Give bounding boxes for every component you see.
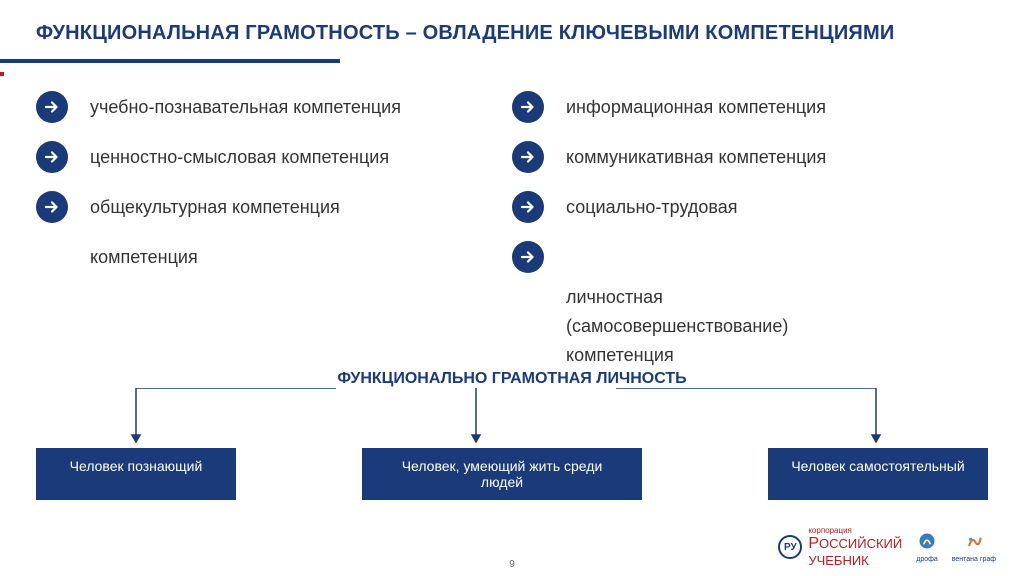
publisher-logo: РУ корпорация РОССИЙСКИЙ УЧЕБНИК bbox=[778, 526, 902, 568]
list-item: социально-трудовая bbox=[512, 191, 988, 223]
mini-logo-ventana: вентана граф bbox=[952, 531, 996, 563]
logo-brand: РОССИЙСКИЙ bbox=[808, 535, 902, 553]
list-item: ценностно-смысловая компетенция bbox=[36, 141, 512, 173]
result-boxes: Человек познающий Человек, умеющий жить … bbox=[36, 448, 988, 500]
list-item: коммуникативная компетенция bbox=[512, 141, 988, 173]
list-item-label: общекультурная компетенция bbox=[90, 197, 340, 218]
list-item bbox=[512, 241, 988, 273]
list-item-label: компетенция bbox=[90, 247, 198, 268]
arrow-right-icon bbox=[512, 91, 544, 123]
arrow-right-icon bbox=[512, 141, 544, 173]
arrow-right-icon bbox=[36, 91, 68, 123]
extra-line: (самосовершенствование) bbox=[566, 312, 988, 341]
connector-lines bbox=[36, 388, 988, 448]
list-item-label: учебно-познавательная компетенция bbox=[90, 97, 401, 118]
list-item: учебно-познавательная компетенция bbox=[36, 91, 512, 123]
list-item-label: коммуникативная компетенция bbox=[566, 147, 826, 168]
accent-dot bbox=[0, 72, 4, 76]
footer: РУ корпорация РОССИЙСКИЙ УЧЕБНИК дрофа в… bbox=[778, 526, 996, 568]
list-item-label: ценностно-смысловая компетенция bbox=[90, 147, 389, 168]
competency-columns: учебно-познавательная компетенция ценнос… bbox=[0, 91, 1024, 369]
arrow-right-icon bbox=[512, 241, 544, 273]
right-column: информационная компетенция коммуникативн… bbox=[512, 91, 988, 369]
extra-line: личностная bbox=[566, 283, 988, 312]
logo-badge-icon: РУ bbox=[778, 535, 802, 559]
arrow-right-icon bbox=[36, 191, 68, 223]
page-number: 9 bbox=[509, 559, 515, 570]
title-underline bbox=[0, 59, 340, 63]
right-extra-text: личностная (самосовершенствование) компе… bbox=[566, 283, 988, 369]
diagram-subtitle: ФУНКЦИОНАЛЬНО ГРАМОТНАЯ ЛИЧНОСТЬ bbox=[0, 370, 1024, 388]
mini-logo-drofa: дрофа bbox=[916, 531, 938, 563]
result-box: Человек познающий bbox=[36, 448, 236, 500]
list-item: общекультурная компетенция bbox=[36, 191, 512, 223]
list-item: информационная компетенция bbox=[512, 91, 988, 123]
list-item-label: социально-трудовая bbox=[566, 197, 738, 218]
arrow-right-icon bbox=[36, 141, 68, 173]
logo-line1: корпорация bbox=[808, 526, 902, 535]
list-item-label: информационная компетенция bbox=[566, 97, 826, 118]
page-title: ФУНКЦИОНАЛЬНАЯ ГРАМОТНОСТЬ – ОВЛАДЕНИЕ К… bbox=[0, 0, 1024, 59]
extra-line: компетенция bbox=[566, 341, 988, 370]
logo-line2: УЧЕБНИК bbox=[808, 553, 902, 568]
list-item: компетенция bbox=[36, 241, 512, 273]
result-box: Человек самостоятельный bbox=[768, 448, 988, 500]
result-box: Человек, умеющий жить среди людей bbox=[362, 448, 642, 500]
left-column: учебно-познавательная компетенция ценнос… bbox=[36, 91, 512, 369]
logo-text: корпорация РОССИЙСКИЙ УЧЕБНИК bbox=[808, 526, 902, 568]
arrow-right-icon bbox=[512, 191, 544, 223]
